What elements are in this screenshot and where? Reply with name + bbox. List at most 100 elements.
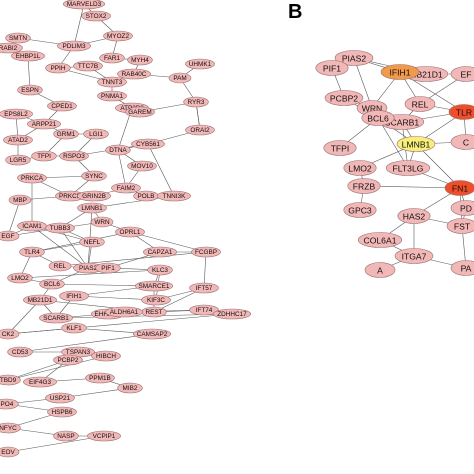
panel-a-node-smtn[interactable]: SMTN xyxy=(5,32,31,44)
panel-b-node-tfpi[interactable]: TFPI xyxy=(323,140,357,156)
panel-a-node-rabi2[interactable]: RABI2 xyxy=(0,42,23,54)
panel-a-node-rest[interactable]: REST xyxy=(141,306,167,318)
panel-a-node-mb21d1[interactable]: MB21D1 xyxy=(23,294,57,306)
panel-b-node-pcbp2[interactable]: PCBP2 xyxy=(324,90,364,106)
panel-a-node-tnni3k[interactable]: TNNI3K xyxy=(157,190,191,202)
panel-b-node-rel[interactable]: REL xyxy=(404,96,436,112)
panel-a-node-grm1[interactable]: GRM1 xyxy=(53,128,79,140)
panel-a-node-oprl1[interactable]: OPRL1 xyxy=(115,226,145,238)
panel-b-node-lmo2[interactable]: LMO2 xyxy=(343,160,377,176)
panel-a-node-mib2[interactable]: MIB2 xyxy=(117,382,143,394)
panel-a-node-ppih[interactable]: PPIH xyxy=(45,62,71,74)
panel-a-node-hspb6[interactable]: HSPB6 xyxy=(47,406,77,418)
panel-b-node-fst[interactable]: FST xyxy=(446,218,474,234)
panel-a-node-pif1[interactable]: PIF1 xyxy=(95,262,121,274)
panel-a-node-tlr4[interactable]: TLR4 xyxy=(19,246,45,258)
panel-b-node-pd[interactable]: PD xyxy=(450,200,474,216)
panel-a-node-tnnt3[interactable]: TNNT3 xyxy=(97,76,127,88)
panel-a-node-cd53[interactable]: CD53 xyxy=(7,346,33,358)
panel-a-node-marveld3[interactable]: MARVELD3 xyxy=(62,0,106,10)
panel-b-node-a[interactable]: A xyxy=(364,262,396,278)
panel-a-node-tbd9[interactable]: TBD9 xyxy=(0,374,21,386)
panel-a-node-prkca[interactable]: PRKCA xyxy=(17,172,47,184)
panel-a-node-nasp[interactable]: NASP xyxy=(53,430,79,442)
panel-a-node-vcpip1[interactable]: VCPIP1 xyxy=(87,430,121,442)
panel-a-node-ift74[interactable]: IFT74 xyxy=(189,304,219,316)
panel-a-node-nfyc[interactable]: NFYC xyxy=(0,422,21,434)
panel-a-node-grin2b[interactable]: GRIN2B xyxy=(77,190,111,202)
panel-b-node-ifih1[interactable]: IFIH1 xyxy=(380,64,420,80)
panel-b-node-bcl6[interactable]: BCL6 xyxy=(361,110,395,126)
panel-b-node-pias2[interactable]: PIAS2 xyxy=(334,50,374,66)
panel-b-node-pa[interactable]: PA xyxy=(450,260,474,276)
panel-a-node-rel[interactable]: REL xyxy=(48,260,72,272)
panel-a-node-zdhhc17[interactable]: ZDHHC17 xyxy=(213,308,252,320)
panel-a-node-egf[interactable]: EGF xyxy=(0,230,20,242)
panel-a-node-pam[interactable]: PAM xyxy=(168,72,192,84)
panel-a-node-far1[interactable]: FAR1 xyxy=(99,52,125,64)
panel-a-node-ipo4[interactable]: IPO4 xyxy=(0,398,19,410)
panel-a-node-capza1[interactable]: CAPZA1 xyxy=(143,246,177,258)
panel-a-node-eov[interactable]: EOV xyxy=(0,446,20,458)
panel-a-node-ryr3[interactable]: RYR3 xyxy=(183,96,209,108)
panel-a-node-ifih1[interactable]: IFIH1 xyxy=(59,290,89,302)
panel-a-node-myh4[interactable]: MYH4 xyxy=(127,54,153,66)
panel-a-node-wrn[interactable]: WRN xyxy=(90,216,114,228)
panel-b-node-c[interactable]: C xyxy=(450,134,474,150)
panel-b-node-pif1[interactable]: PIF1 xyxy=(315,60,349,76)
panel-a-node-lgr5[interactable]: LGR5 xyxy=(5,154,31,166)
panel-a-node-icam1[interactable]: ICAM1 xyxy=(17,220,47,232)
panel-a-node-uhmk1[interactable]: UHMK1 xyxy=(185,58,215,70)
panel-a-node-cped1[interactable]: CPED1 xyxy=(47,100,77,112)
panel-a-node-ift57[interactable]: IFT57 xyxy=(189,282,219,294)
panel-a-node-mbp[interactable]: MBP xyxy=(8,194,32,206)
panel-a-node-scarb1[interactable]: SCARB1 xyxy=(39,312,73,324)
panel-a-node-pcbp2[interactable]: PCBP2 xyxy=(53,354,83,366)
panel-b-node-tlr[interactable]: TLR xyxy=(448,104,474,120)
panel-a-node-klf1[interactable]: KLF1 xyxy=(61,322,87,334)
panel-a-node-sync[interactable]: SYNC xyxy=(81,170,107,182)
panel-a-node-fcgbp[interactable]: FCGBP xyxy=(191,246,221,258)
panel-a-node-klc3[interactable]: KLC3 xyxy=(147,264,173,276)
panel-a-node-tubb3[interactable]: TUBB3 xyxy=(45,222,75,234)
panel-a-node-ppm1b[interactable]: PPM1B xyxy=(85,372,115,384)
panel-a-node-orai2[interactable]: ORAI2 xyxy=(185,124,215,136)
panel-a-node-arpp21[interactable]: ARPP21 xyxy=(27,118,61,130)
panel-a-node-smarce1[interactable]: SMARCE1 xyxy=(135,280,174,292)
panel-a-node-ttc7b[interactable]: TTC7B xyxy=(73,60,103,72)
panel-a-node-pdlim3[interactable]: PDLIM3 xyxy=(57,40,91,52)
panel-a-node-camsap2[interactable]: CAMSAP2 xyxy=(133,328,172,340)
panel-a-node-nefl[interactable]: NEFL xyxy=(79,236,105,248)
panel-b-node-lmnb1[interactable]: LMNB1 xyxy=(396,136,436,152)
panel-a-node-kif3c[interactable]: KIF3C xyxy=(141,294,171,306)
panel-a-node-rspo3[interactable]: RSPO3 xyxy=(59,150,89,162)
panel-a-node-eps8l2[interactable]: EPS8L2 xyxy=(0,108,33,120)
panel-a-node-ehbp1l[interactable]: EHBP1L xyxy=(11,50,45,62)
panel-a-node-hibch[interactable]: HIBCH xyxy=(91,350,121,362)
panel-a-node-tfpi[interactable]: TFPI xyxy=(31,150,57,162)
panel-a-node-ck2[interactable]: CK2 xyxy=(0,328,20,340)
panel-a-node-lmnb1[interactable]: LMNB1 xyxy=(77,202,107,214)
panel-a-node-atad2[interactable]: ATAD2 xyxy=(3,134,33,146)
panel-b-node-fn1[interactable]: FN1 xyxy=(444,180,474,196)
panel-b-node-frzb[interactable]: FRZB xyxy=(347,178,381,194)
panel-a-node-lgi1[interactable]: LGI1 xyxy=(83,128,109,140)
panel-a-node-cyb561[interactable]: CYB561 xyxy=(131,138,165,150)
panel-b-node-itga7[interactable]: ITGA7 xyxy=(394,248,434,264)
panel-a-node-mov10[interactable]: MOV10 xyxy=(127,160,157,172)
panel-a-node-garem[interactable]: GAREM xyxy=(125,106,155,118)
panel-a-node-faim2[interactable]: FAIM2 xyxy=(111,182,141,194)
panel-b-node-flt3lg[interactable]: FLT3LG xyxy=(385,160,431,176)
panel-a-node-myoz2[interactable]: MYOZ2 xyxy=(103,30,133,42)
panel-a-node-usp21[interactable]: USP21 xyxy=(45,392,75,404)
panel-b-node-has2[interactable]: HAS2 xyxy=(397,208,431,224)
panel-b-node-gpc3[interactable]: GPC3 xyxy=(343,202,377,218)
panel-a-node-polb[interactable]: POLB xyxy=(133,190,159,202)
panel-b-node-col6a1[interactable]: COL6A1 xyxy=(357,232,403,248)
panel-a-node-aldh6a1[interactable]: ALDH6A1 xyxy=(105,306,144,318)
panel-a-node-dtna[interactable]: DTNA xyxy=(105,144,131,156)
panel-a-node-eif4g3[interactable]: EIF4G3 xyxy=(23,376,57,388)
panel-a-node-stox2[interactable]: STOX2 xyxy=(81,10,111,22)
panel-a-node-pnma1[interactable]: PNMA1 xyxy=(97,90,127,102)
panel-a-node-lmo2[interactable]: LMO2 xyxy=(7,272,33,284)
